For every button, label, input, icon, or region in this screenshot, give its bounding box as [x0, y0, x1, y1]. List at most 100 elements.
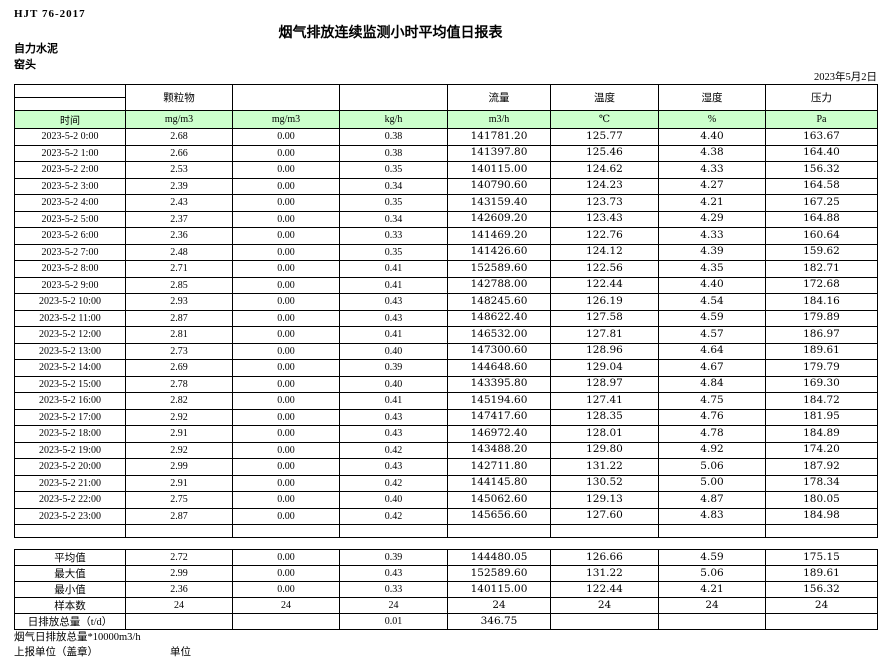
pm-concentration-cell-2: 0.00 [232, 177, 340, 195]
pm-rate-cell: 0.43 [339, 458, 448, 476]
table-row: 2023-5-2 2:00 2.53 0.00 0.35 140115.00 1… [14, 161, 878, 179]
column-header-pm: 颗粒物 [125, 84, 233, 111]
pm-rate-cell: 0.34 [339, 177, 448, 195]
time-column-label: 时间 [14, 110, 126, 129]
pm-concentration-cell: 2.85 [125, 276, 233, 294]
pressure-cell: 164.88 [765, 210, 878, 228]
temperature-cell: 124.12 [550, 243, 659, 261]
pm-concentration-cell: 2.81 [125, 326, 233, 344]
flow-cell: 152589.60 [447, 260, 551, 278]
pm-concentration-cell: 2.75 [125, 491, 233, 509]
time-cell: 2023-5-2 5:00 [14, 210, 126, 228]
table-row: 2023-5-2 19:00 2.92 0.00 0.42 143488.20 … [14, 441, 878, 459]
pm-rate-cell: 0.33 [339, 227, 448, 245]
summary-value-cell [765, 613, 878, 630]
time-cell: 2023-5-2 15:00 [14, 375, 126, 393]
pm-concentration-cell-2: 0.00 [232, 375, 340, 393]
flow-cell: 142788.00 [447, 276, 551, 294]
temperature-cell: 125.46 [550, 144, 659, 162]
pm-concentration-cell-2: 0.00 [232, 128, 340, 146]
temperature-cell: 127.58 [550, 309, 659, 327]
table-row: 2023-5-2 4:00 2.43 0.00 0.35 143159.40 1… [14, 194, 878, 212]
summary-value-cell: 175.15 [765, 549, 878, 566]
pm-concentration-cell-2: 0.00 [232, 441, 340, 459]
time-cell: 2023-5-2 1:00 [14, 144, 126, 162]
summary-value-cell: 152589.60 [447, 565, 551, 582]
table-row: 2023-5-2 23:00 2.87 0.00 0.42 145656.60 … [14, 507, 878, 525]
pm-concentration-cell: 2.39 [125, 177, 233, 195]
table-row: 2023-5-2 22:00 2.75 0.00 0.40 145062.60 … [14, 491, 878, 509]
summary-value-cell: 0.01 [339, 613, 448, 630]
flow-cell: 143159.40 [447, 194, 551, 212]
flow-cell: 141426.60 [447, 243, 551, 261]
pm-rate-cell: 0.35 [339, 161, 448, 179]
pm-concentration-cell: 2.68 [125, 128, 233, 146]
time-cell: 2023-5-2 13:00 [14, 342, 126, 360]
summary-value-cell: 2.36 [125, 581, 233, 598]
summary-value-cell: 0.43 [339, 565, 448, 582]
time-cell: 2023-5-2 7:00 [14, 243, 126, 261]
flow-cell: 141397.80 [447, 144, 551, 162]
temperature-cell: 131.22 [550, 458, 659, 476]
flow-cell: 142609.20 [447, 210, 551, 228]
summary-table: 平均值 2.72 0.00 0.39 144480.05 126.66 4.59… [14, 549, 878, 630]
summary-value-cell: 2.72 [125, 549, 233, 566]
temperature-cell: 125.77 [550, 128, 659, 146]
flow-cell: 146972.40 [447, 425, 551, 443]
table-row: 2023-5-2 17:00 2.92 0.00 0.43 147417.60 … [14, 408, 878, 426]
pm-rate-cell: 0.38 [339, 128, 448, 146]
flow-cell: 147417.60 [447, 408, 551, 426]
flow-cell: 147300.60 [447, 342, 551, 360]
spacer-row [14, 524, 878, 538]
time-cell: 2023-5-2 8:00 [14, 260, 126, 278]
humidity-cell: 4.83 [658, 507, 766, 525]
temperature-cell: 127.60 [550, 507, 659, 525]
humidity-cell: 4.67 [658, 359, 766, 377]
temperature-cell: 124.62 [550, 161, 659, 179]
table-row: 2023-5-2 18:00 2.91 0.00 0.43 146972.40 … [14, 425, 878, 443]
table-row: 2023-5-2 16:00 2.82 0.00 0.41 145194.60 … [14, 392, 878, 410]
unit-percent: % [658, 110, 766, 129]
pressure-cell: 181.95 [765, 408, 878, 426]
column-header-pressure: 压力 [765, 84, 878, 111]
summary-value-cell: 0.33 [339, 581, 448, 598]
summary-value-cell: 156.32 [765, 581, 878, 598]
summary-value-cell [550, 613, 659, 630]
summary-value-cell: 140115.00 [447, 581, 551, 598]
table-row: 2023-5-2 8:00 2.71 0.00 0.41 152589.60 1… [14, 260, 878, 278]
pressure-cell: 186.97 [765, 326, 878, 344]
summary-value-cell: 131.22 [550, 565, 659, 582]
pm-rate-cell: 0.38 [339, 144, 448, 162]
pressure-cell: 189.61 [765, 342, 878, 360]
humidity-cell: 5.00 [658, 474, 766, 492]
pm-concentration-cell: 2.78 [125, 375, 233, 393]
pm-rate-cell: 0.39 [339, 359, 448, 377]
pm-concentration-cell-2: 0.00 [232, 392, 340, 410]
humidity-cell: 4.39 [658, 243, 766, 261]
summary-value-cell: 0.00 [232, 549, 340, 566]
temperature-cell: 130.52 [550, 474, 659, 492]
humidity-cell: 5.06 [658, 458, 766, 476]
summary-value-cell: 5.06 [658, 565, 766, 582]
pressure-cell: 164.58 [765, 177, 878, 195]
company-name: 自力水泥 [14, 43, 58, 55]
table-row: 2023-5-2 13:00 2.73 0.00 0.40 147300.60 … [14, 342, 878, 360]
hourly-rows: 2023-5-2 0:00 2.68 0.00 0.38 141781.20 1… [14, 128, 878, 525]
summary-label-cell: 平均值 [14, 549, 126, 566]
pm-concentration-cell-2: 0.00 [232, 326, 340, 344]
summary-value-cell: 122.44 [550, 581, 659, 598]
pm-concentration-cell: 2.37 [125, 210, 233, 228]
pressure-cell: 156.32 [765, 161, 878, 179]
table-row: 2023-5-2 12:00 2.81 0.00 0.41 146532.00 … [14, 326, 878, 344]
pm-rate-cell: 0.35 [339, 194, 448, 212]
pm-rate-cell: 0.43 [339, 425, 448, 443]
humidity-cell: 4.38 [658, 144, 766, 162]
table-row: 2023-5-2 7:00 2.48 0.00 0.35 141426.60 1… [14, 243, 878, 261]
pressure-cell: 179.79 [765, 359, 878, 377]
flow-cell: 140115.00 [447, 161, 551, 179]
flow-cell: 148245.60 [447, 293, 551, 311]
summary-row: 最小值 2.36 0.00 0.33 140115.00 122.44 4.21… [14, 581, 878, 598]
pressure-cell: 159.62 [765, 243, 878, 261]
table-row: 2023-5-2 11:00 2.87 0.00 0.43 148622.40 … [14, 309, 878, 327]
pressure-cell: 184.72 [765, 392, 878, 410]
